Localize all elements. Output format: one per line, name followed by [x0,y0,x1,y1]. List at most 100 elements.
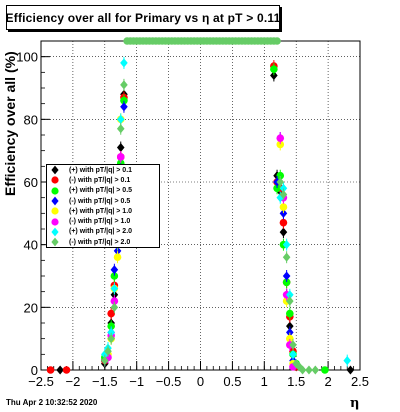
data-point [343,356,352,366]
data-point [279,227,288,237]
data-point [110,290,119,300]
data-point [279,183,288,193]
y-tick-label: 100 [16,50,38,65]
x-tick-label: −2 [65,374,80,389]
legend-label: (+) with pT/|q| > 1.0 [69,207,133,215]
legend-symbol [51,237,59,247]
data-point [311,365,320,375]
data-point [286,327,294,337]
data-point [46,366,55,374]
data-point [286,334,294,343]
data-point [282,278,291,287]
x-tick-label: 2 [324,374,331,389]
legend-label: (-) with pT/|q| > 1.0 [69,218,131,226]
legend-label: (+) with pT/|q| > 0.1 [69,166,133,174]
data-point [110,297,119,305]
legend-marker-icon [47,165,63,175]
data-point [276,177,285,187]
data-point [286,290,294,300]
legend-entry: (-) with pT/|q| > 0.5 [47,196,159,206]
data-point [110,302,119,312]
x-tick-label: −1.5 [92,374,118,389]
data-point [107,309,115,318]
legend-entry: (-) with pT/|q| > 0.1 [47,175,159,185]
data-point [110,265,119,275]
data-point [286,309,294,318]
data-point [120,102,128,112]
data-point [286,321,294,331]
legend-entry: (+) with pT/|q| > 2.0 [47,227,159,237]
data-point [116,142,125,153]
data-point [273,37,281,45]
legend-symbol [51,218,59,226]
data-point [289,349,297,359]
data-point [286,296,294,306]
legend-marker-icon [47,196,63,206]
legend-marker-icon [47,237,63,247]
data-point [107,334,115,344]
data-point [346,365,355,375]
legend-symbol [51,207,59,215]
legend-symbol [51,176,59,185]
data-point [282,240,291,250]
data-point [270,65,278,73]
legend-entry: (+) with pT/|q| > 1.0 [47,206,159,216]
data-point [273,184,281,193]
data-point [289,340,297,350]
y-tick-label: 20 [24,300,38,315]
data-point [56,365,64,375]
data-point [62,366,71,374]
x-tick-label: 0 [197,374,204,389]
legend-label: (-) with pT/|q| > 0.5 [69,197,131,205]
data-point [107,322,115,330]
data-point [276,171,285,180]
timestamp-footer: Thu Apr 2 10:32:52 2020 [6,398,98,407]
data-point [104,346,112,356]
data-point [279,208,288,218]
y-tick-label: 0 [31,363,38,378]
x-axis-label: η [350,396,360,411]
x-tick-label: 0.5 [223,374,241,389]
legend-label: (+) with pT/|q| > 2.0 [69,228,133,236]
legend-entry: (-) with pT/|q| > 2.0 [47,237,159,247]
data-point [101,356,109,366]
legend-label: (-) with pT/|q| > 0.1 [69,176,131,184]
y-tick-label: 80 [24,112,38,127]
data-point [120,58,128,68]
data-point [305,365,313,375]
data-point [282,271,291,281]
legend-symbol [51,196,59,206]
legend-label: (+) with pT/|q| > 0.5 [69,187,133,195]
data-point [113,253,122,261]
data-point [279,203,288,211]
data-point [116,153,125,161]
x-tick-label: 2.5 [351,374,369,389]
legend-entry: (+) with pT/|q| > 0.1 [47,165,159,175]
legend-marker-icon [47,186,63,196]
legend-marker-icon [47,227,63,237]
data-point [113,246,122,256]
y-axis-label: Efficiency over all (%) [2,51,18,196]
data-point [321,366,329,374]
chart-title: Efficiency over all for Primary vs η at … [6,5,280,30]
legend-entry: (-) with pT/|q| > 1.0 [47,216,159,226]
legend-marker-icon [47,206,63,216]
x-tick-label: 1 [261,374,268,389]
data-point [116,114,125,124]
data-point [270,70,278,81]
y-tick-label: 60 [24,175,38,190]
data-point [279,189,288,200]
x-tick-label: −2.5 [28,374,54,389]
data-point [110,283,119,294]
legend-marker-icon [47,175,63,185]
legend-symbol [51,227,59,237]
data-point [120,80,128,90]
x-tick-label: −0.5 [156,374,182,389]
data-point [110,272,119,280]
legend-marker-icon [47,217,63,227]
data-point [282,252,291,262]
y-tick-label: 40 [24,238,38,253]
data-point [298,365,307,375]
legend-label: (-) with pT/|q| > 2.0 [69,238,131,246]
